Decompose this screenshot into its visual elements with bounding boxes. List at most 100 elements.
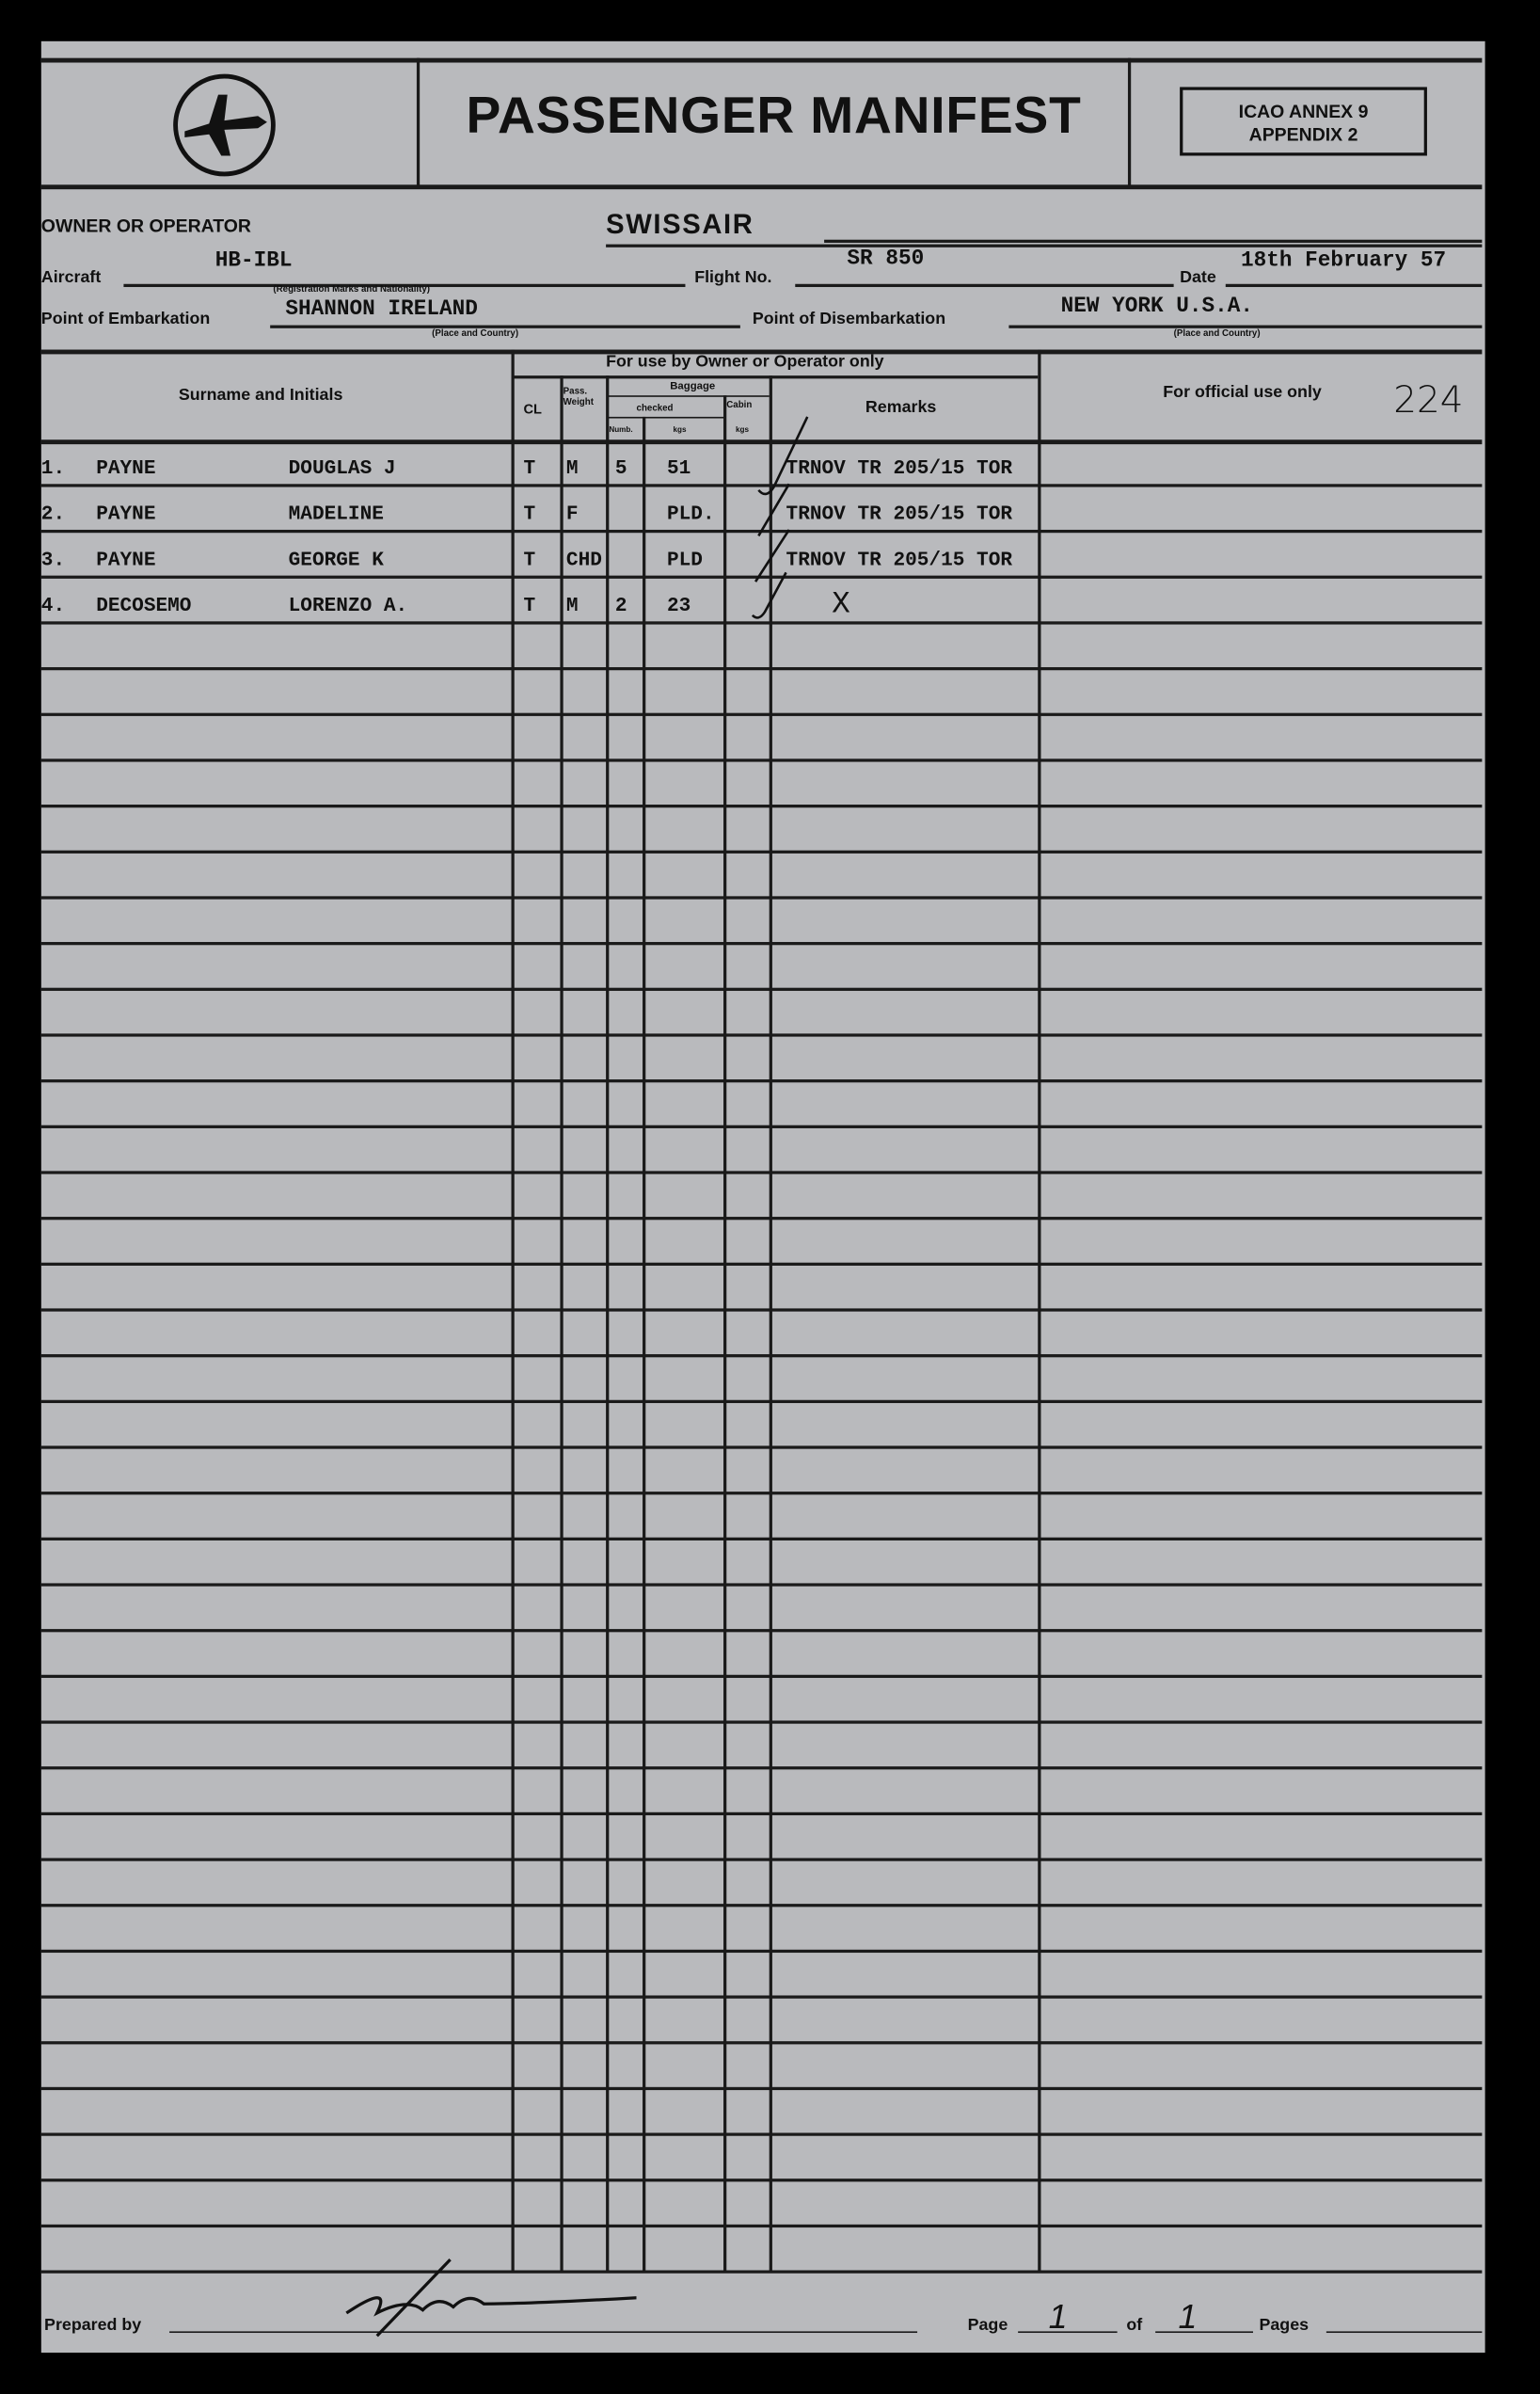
embark-label: Point of Embarkation [40,310,211,328]
table-row [40,807,1483,854]
cell-surname: PAYNE [96,502,156,526]
row-rule [40,712,1483,716]
table-row [40,2227,1483,2274]
table-row [40,1540,1483,1587]
row-rule [40,2270,1483,2274]
cell-surname: DECOSEMO [96,594,192,617]
table-row [40,1953,1483,1999]
embark-value: SHANNON IRELAND [285,297,478,323]
table-row [40,1266,1483,1312]
row-rule [40,1583,1483,1587]
row-rule [40,1674,1483,1679]
cell-num: 4. [40,594,66,617]
column-line [723,395,727,2271]
table-row [40,2136,1483,2182]
rule [607,416,724,419]
table-row [40,1769,1483,1816]
cell-cl: T [523,548,536,571]
owner-use-header: For use by Owner or Operator only [606,352,884,372]
row-rule [40,2041,1483,2045]
row-rule [40,575,1483,579]
rule [824,239,1483,243]
row-rule [40,1445,1483,1449]
row-rule [40,987,1483,991]
page-label: Page [967,2316,1008,2335]
row-rule [40,1125,1483,1128]
row-rule [40,2179,1483,2182]
row-rule [40,1537,1483,1541]
pages-label: Pages [1259,2316,1310,2335]
row-rule [40,1811,1483,1816]
cell-surname: PAYNE [96,548,156,571]
cell-remarks: TRNOV TR 205/15 TOR [786,456,1013,480]
rule [169,2331,918,2334]
row-rule [40,1949,1483,1954]
row-rule [40,1354,1483,1358]
page-title: PASSENGER MANIFEST [466,87,1082,146]
table-row [40,1174,1483,1221]
rule [606,244,1483,247]
cell-weight: M [565,456,579,480]
cell-cl: T [523,594,536,617]
embark-note: (Place and Country) [432,329,519,340]
check-marks [751,416,809,619]
table-row [40,1678,1483,1724]
table-row [40,1632,1483,1679]
cell-cl: T [523,456,536,480]
col-kgs-header: kgs [673,425,687,436]
cell-bag-kgs: 51 [666,456,691,480]
row-rule [40,666,1483,671]
icao-box: ICAO ANNEX 9 APPENDIX 2 [1180,87,1427,156]
cell-weight: M [565,594,579,617]
row-rule [40,805,1483,808]
row-rule [40,1720,1483,1724]
rule [123,283,686,288]
column-line [643,416,646,2271]
row-rule [40,1308,1483,1312]
table-row [40,2181,1483,2228]
row-rule [40,1904,1483,1907]
cell-bag-num: 5 [614,456,627,480]
col-class-header: CL [523,401,542,417]
table-row [40,2090,1483,2136]
row-rule [40,942,1483,946]
row-rule [40,1766,1483,1770]
cell-bag-kgs: 23 [666,594,691,617]
rule [40,349,1483,355]
disembark-label: Point of Disembarkation [752,310,946,328]
col-cabin-kgs-header: kgs [735,425,749,436]
date-label: Date [1180,268,1216,288]
row-rule [40,1399,1483,1403]
cell-cl: T [523,502,536,526]
rule [40,439,1483,445]
row-rule [40,1217,1483,1221]
cell-remarks: TRNOV TR 205/15 TOR [786,548,1013,571]
rule [795,283,1174,288]
cell-num: 3. [40,548,66,571]
table-row [40,945,1483,991]
table-row [40,670,1483,716]
table-row: 1. PAYNE DOUGLAS J T M 5 51 TRNOV TR 205/15 TOR [40,441,1483,487]
rule [1018,2331,1118,2334]
disembark-note: (Place and Country) [1173,329,1261,340]
column-line [606,375,610,2271]
row-rule [40,896,1483,900]
cell-given: GEORGE K [288,548,384,571]
table-row [40,762,1483,808]
cell-surname: PAYNE [96,456,156,480]
table-row [40,2044,1483,2091]
owner-label: OWNER OR OPERATOR [40,215,251,237]
row-rule [40,758,1483,762]
row-rule [40,2086,1483,2091]
row-rule [40,1171,1483,1174]
rule [1008,325,1483,328]
table-row [40,1724,1483,1770]
airplane-in-circle-icon [172,73,276,177]
cell-given: LORENZO A. [288,594,408,617]
row-rule [40,1995,1483,1999]
row-rule [40,1262,1483,1266]
icao-line-2: APPENDIX 2 [1248,123,1358,146]
cell-remarks: TRNOV TR 205/15 TOR [786,502,1013,526]
of-label: of [1126,2316,1143,2335]
table-row [40,1999,1483,2045]
